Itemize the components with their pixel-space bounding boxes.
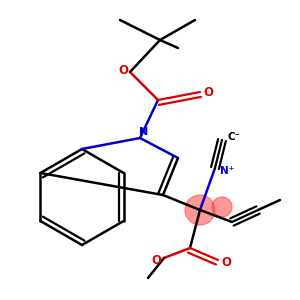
Text: O: O [221, 256, 231, 268]
Circle shape [212, 197, 232, 217]
Text: N: N [140, 127, 148, 137]
Text: O: O [203, 85, 213, 98]
Circle shape [185, 195, 215, 225]
Text: N⁺: N⁺ [220, 166, 234, 176]
Text: C⁻: C⁻ [227, 132, 241, 142]
Text: O: O [118, 64, 128, 76]
Text: O: O [151, 254, 161, 266]
